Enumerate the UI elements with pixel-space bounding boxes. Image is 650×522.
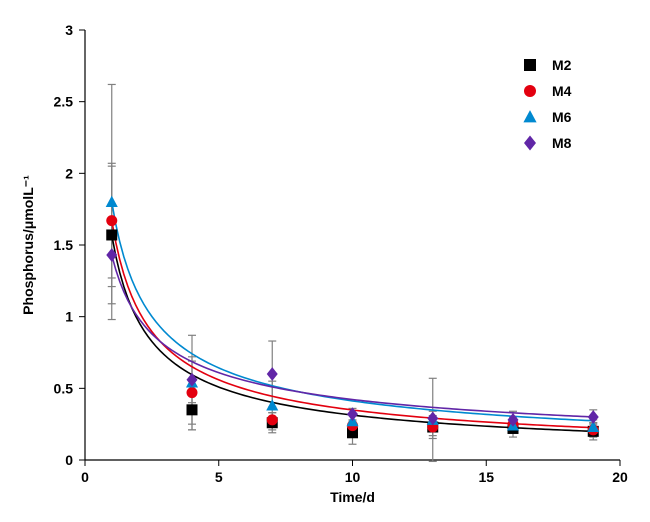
- svg-text:0.5: 0.5: [54, 380, 74, 396]
- svg-text:3: 3: [65, 22, 73, 38]
- svg-text:2.5: 2.5: [54, 94, 74, 110]
- svg-text:1.5: 1.5: [54, 237, 74, 253]
- legend-label-M2: M2: [552, 57, 572, 73]
- phosphorus-chart: 0 5 10 15 20 0 0.5 1 1.5 2 2.5 3 Time/d Phosphorus/μm…: [0, 0, 650, 522]
- legend-label-M8: M8: [552, 135, 572, 151]
- legend-label-M4: M4: [552, 83, 572, 99]
- svg-text:0: 0: [81, 469, 89, 485]
- legend-label-M6: M6: [552, 109, 572, 125]
- chart-container: 0 5 10 15 20 0 0.5 1 1.5 2 2.5 3 Time/d Phosphorus/μm…: [0, 0, 650, 522]
- svg-text:1: 1: [65, 309, 73, 325]
- svg-text:5: 5: [215, 469, 223, 485]
- svg-text:10: 10: [345, 469, 361, 485]
- y-axis-label: Phosphorus/μmolL⁻¹: [20, 175, 36, 315]
- svg-text:20: 20: [612, 469, 628, 485]
- svg-text:0: 0: [65, 452, 73, 468]
- svg-text:15: 15: [478, 469, 494, 485]
- x-axis-label: Time/d: [330, 489, 375, 505]
- svg-text:2: 2: [65, 165, 73, 181]
